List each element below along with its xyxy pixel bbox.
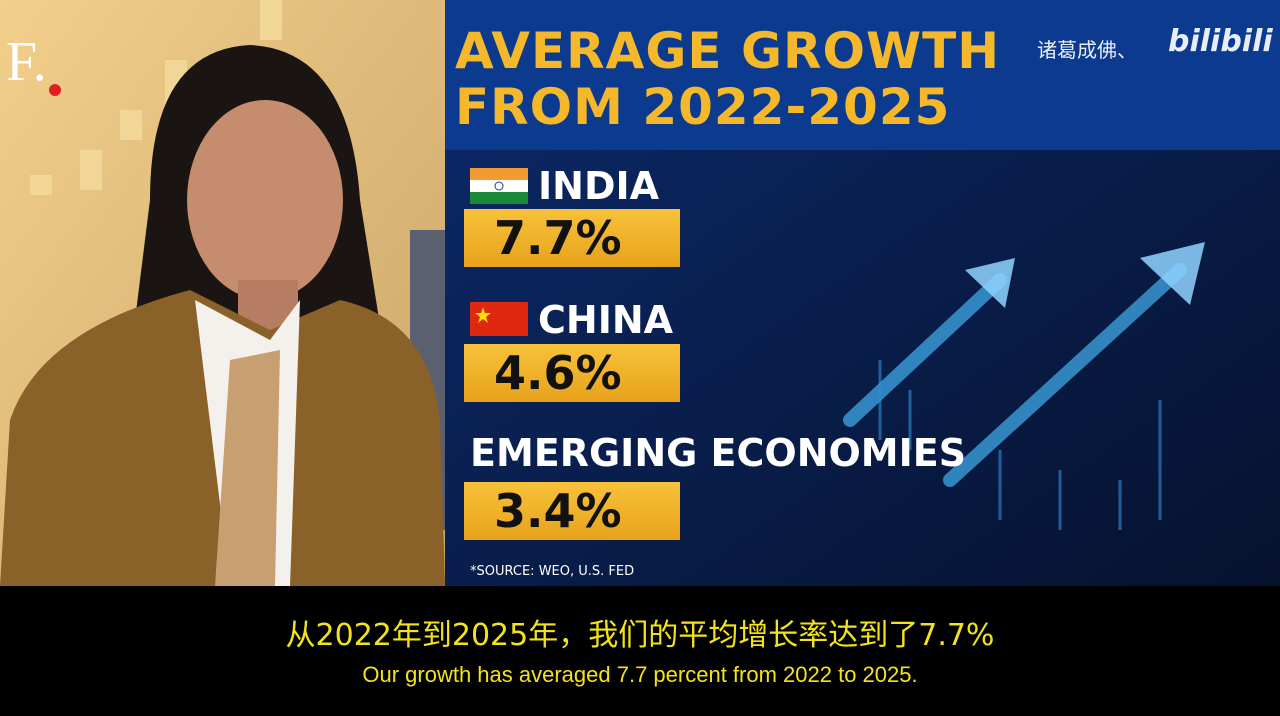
growth-value: 3.4% [464, 482, 680, 540]
group-label: EMERGING ECONOMIES [470, 431, 967, 475]
graphic-title: AVERAGE GROWTH [455, 22, 1001, 80]
country-label: INDIA [538, 164, 660, 208]
subtitle-english: Our growth has averaged 7.7 percent from… [362, 662, 918, 687]
watermark-site: bilibili [1168, 24, 1273, 59]
graphic-title: FROM 2022-2025 [455, 78, 951, 136]
country-label: CHINA [538, 298, 674, 342]
growth-value: 4.6% [464, 344, 680, 402]
channel-logo: F. [6, 31, 47, 93]
subtitle-chinese: 从2022年到2025年，我们的平均增长率达到了7.7% [285, 618, 995, 653]
source-note: *SOURCE: WEO, U.S. FED [470, 564, 635, 579]
watermark-user: 诸葛成佛、 [1037, 38, 1137, 62]
growth-value: 7.7% [464, 209, 680, 267]
